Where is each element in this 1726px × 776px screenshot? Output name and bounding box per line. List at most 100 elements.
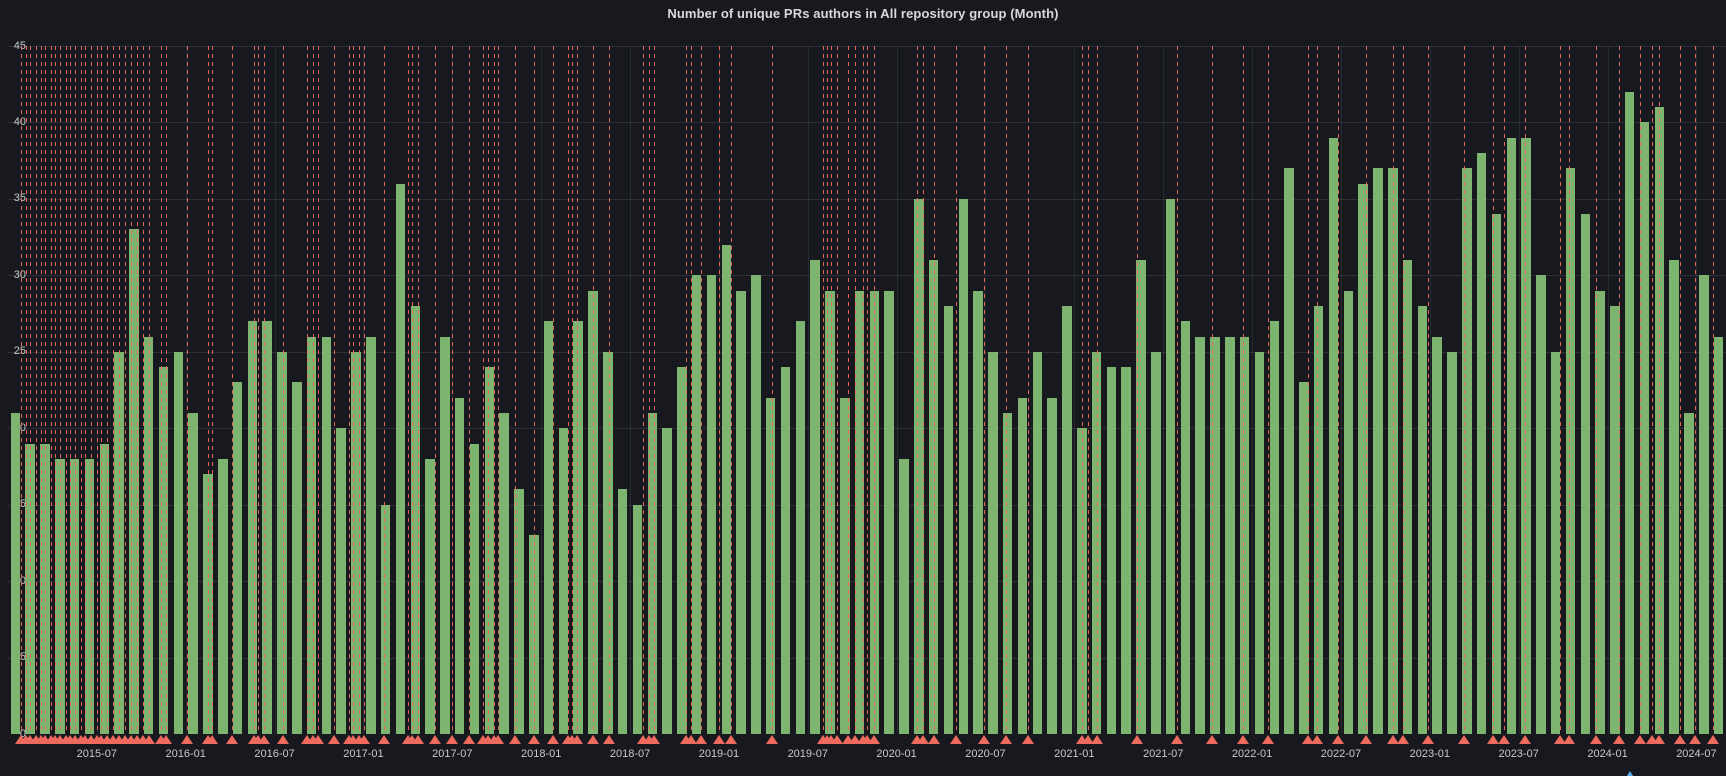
bar[interactable] xyxy=(321,336,332,734)
annotation-marker-icon[interactable] xyxy=(861,735,873,744)
bar[interactable] xyxy=(380,504,391,734)
bar[interactable] xyxy=(1313,305,1324,734)
bar[interactable] xyxy=(1536,275,1546,734)
bar[interactable] xyxy=(1151,351,1161,734)
bar[interactable] xyxy=(306,336,317,734)
annotation-marker-icon[interactable] xyxy=(1170,735,1183,744)
bar[interactable] xyxy=(366,336,376,734)
annotation-marker-icon[interactable] xyxy=(527,735,540,744)
bar[interactable] xyxy=(1017,397,1028,734)
annotation-marker-icon[interactable] xyxy=(1397,735,1410,744)
bar[interactable] xyxy=(1476,153,1487,734)
annotation-marker-icon[interactable] xyxy=(587,735,599,744)
annotation-marker-icon[interactable] xyxy=(462,735,475,744)
bar[interactable] xyxy=(247,321,258,734)
annotation-marker-icon[interactable] xyxy=(603,735,616,744)
bar[interactable] xyxy=(1624,91,1635,734)
annotation-marker-icon[interactable] xyxy=(1497,735,1510,744)
bar[interactable] xyxy=(825,290,835,734)
bar[interactable] xyxy=(647,412,657,734)
bar[interactable] xyxy=(973,290,983,734)
bar[interactable] xyxy=(1565,168,1576,734)
annotation-marker-icon[interactable] xyxy=(927,735,940,744)
bar[interactable] xyxy=(1669,260,1679,734)
bar[interactable] xyxy=(218,458,228,734)
annotation-marker-icon[interactable] xyxy=(1262,735,1275,744)
bar[interactable] xyxy=(188,412,198,734)
bar[interactable] xyxy=(395,183,406,734)
annotation-marker-icon[interactable] xyxy=(695,735,708,744)
annotation-marker-icon[interactable] xyxy=(181,735,194,744)
bar[interactable] xyxy=(1136,260,1146,734)
annotation-marker-icon[interactable] xyxy=(1563,735,1575,744)
bar[interactable] xyxy=(1165,198,1176,734)
annotation-marker-icon[interactable] xyxy=(378,735,391,744)
bar[interactable] xyxy=(780,367,791,734)
annotation-marker-icon[interactable] xyxy=(1206,735,1219,744)
annotation-marker-icon[interactable] xyxy=(547,735,560,744)
bar[interactable] xyxy=(573,321,583,734)
bar[interactable] xyxy=(795,321,806,734)
bar[interactable] xyxy=(232,382,243,734)
bar[interactable] xyxy=(1417,305,1428,734)
annotation-marker-icon[interactable] xyxy=(1311,735,1324,744)
bar[interactable] xyxy=(943,305,954,734)
bar[interactable] xyxy=(603,351,613,734)
annotation-marker-icon[interactable] xyxy=(849,735,862,744)
bar[interactable] xyxy=(884,290,894,734)
bar[interactable] xyxy=(1432,336,1442,734)
annotation-marker-icon[interactable] xyxy=(949,735,962,744)
annotation-marker-icon[interactable] xyxy=(1634,735,1647,744)
annotation-marker-icon[interactable] xyxy=(1518,735,1531,744)
annotation-marker-icon[interactable] xyxy=(358,735,371,744)
annotation-marker-icon[interactable] xyxy=(1487,735,1500,744)
annotation-marker-icon[interactable] xyxy=(1360,735,1373,744)
bar[interactable] xyxy=(1402,260,1413,734)
bar[interactable] xyxy=(1225,336,1235,734)
bar[interactable] xyxy=(677,367,687,734)
bar[interactable] xyxy=(721,244,732,734)
annotation-marker-icon[interactable] xyxy=(1653,735,1666,744)
bar[interactable] xyxy=(336,428,346,734)
bar[interactable] xyxy=(958,198,969,734)
bar[interactable] xyxy=(1239,336,1250,734)
bar[interactable] xyxy=(854,290,865,734)
bar[interactable] xyxy=(351,351,361,734)
bar[interactable] xyxy=(129,229,139,734)
bar[interactable] xyxy=(1358,183,1368,734)
annotation-marker-icon[interactable] xyxy=(917,735,930,744)
bar[interactable] xyxy=(1299,382,1309,734)
bar[interactable] xyxy=(1195,336,1205,734)
bar[interactable] xyxy=(1121,367,1131,734)
annotation-marker-icon[interactable] xyxy=(1090,735,1103,744)
bar[interactable] xyxy=(1002,412,1013,734)
annotation-marker-icon[interactable] xyxy=(1386,735,1399,744)
bar[interactable] xyxy=(1047,397,1057,734)
bar[interactable] xyxy=(173,351,184,734)
bar[interactable] xyxy=(1269,321,1280,734)
bar[interactable] xyxy=(292,382,302,734)
bar[interactable] xyxy=(543,321,554,734)
annotation-marker-icon[interactable] xyxy=(868,735,881,744)
bar[interactable] xyxy=(484,367,495,734)
bar[interactable] xyxy=(1550,351,1561,734)
annotation-marker-icon[interactable] xyxy=(1589,735,1602,744)
bar[interactable] xyxy=(706,275,717,734)
annotation-marker-icon[interactable] xyxy=(1302,735,1315,744)
annotation-marker-icon[interactable] xyxy=(1422,735,1435,744)
panel-title[interactable]: Number of unique PRs authors in All repo… xyxy=(667,6,1059,21)
bar[interactable] xyxy=(617,489,628,734)
bar[interactable] xyxy=(1032,351,1043,734)
annotation-marker-icon[interactable] xyxy=(258,735,271,744)
bar[interactable] xyxy=(1699,275,1709,734)
bar[interactable] xyxy=(558,428,569,734)
bar[interactable] xyxy=(1491,214,1502,734)
bar[interactable] xyxy=(1521,137,1531,734)
bar[interactable] xyxy=(840,397,850,734)
bar[interactable] xyxy=(988,351,998,734)
annotation-marker-icon[interactable] xyxy=(1613,735,1626,744)
bar[interactable] xyxy=(514,489,524,734)
bar[interactable] xyxy=(262,321,272,734)
bar[interactable] xyxy=(632,504,643,734)
bar[interactable] xyxy=(99,443,110,734)
